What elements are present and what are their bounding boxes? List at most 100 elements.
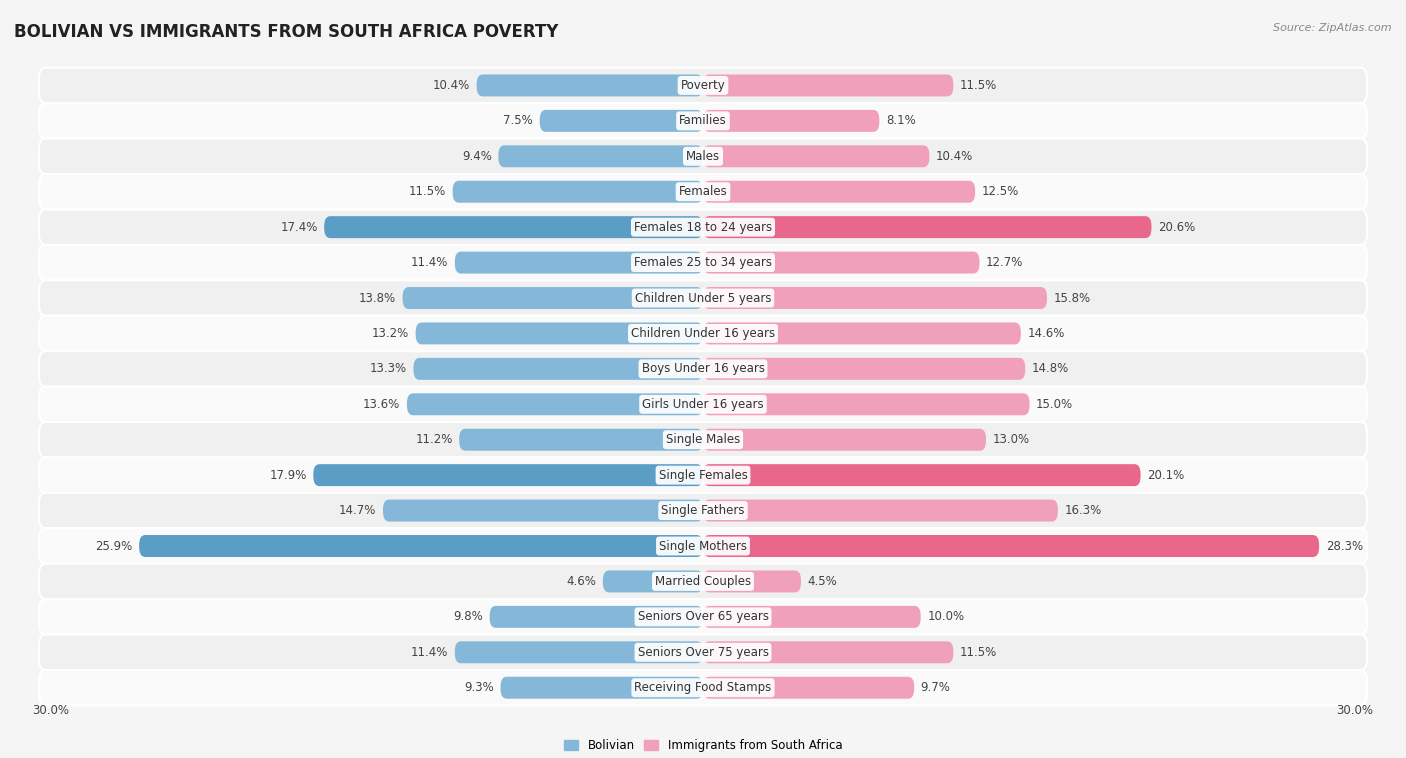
FancyBboxPatch shape <box>314 464 703 486</box>
FancyBboxPatch shape <box>382 500 703 522</box>
FancyBboxPatch shape <box>39 103 1367 139</box>
Text: Girls Under 16 years: Girls Under 16 years <box>643 398 763 411</box>
FancyBboxPatch shape <box>703 358 1025 380</box>
Text: Receiving Food Stamps: Receiving Food Stamps <box>634 681 772 694</box>
FancyBboxPatch shape <box>39 634 1367 670</box>
FancyBboxPatch shape <box>39 245 1367 280</box>
Text: 17.9%: 17.9% <box>270 468 307 481</box>
Text: 14.8%: 14.8% <box>1032 362 1069 375</box>
FancyBboxPatch shape <box>703 322 1021 344</box>
FancyBboxPatch shape <box>39 67 1367 103</box>
Text: 9.3%: 9.3% <box>464 681 494 694</box>
FancyBboxPatch shape <box>39 209 1367 245</box>
FancyBboxPatch shape <box>454 252 703 274</box>
Text: 12.5%: 12.5% <box>981 185 1019 199</box>
Text: 12.7%: 12.7% <box>986 256 1024 269</box>
FancyBboxPatch shape <box>703 677 914 699</box>
FancyBboxPatch shape <box>703 146 929 168</box>
FancyBboxPatch shape <box>703 571 801 593</box>
Text: Single Females: Single Females <box>658 468 748 481</box>
Text: Seniors Over 75 years: Seniors Over 75 years <box>637 646 769 659</box>
FancyBboxPatch shape <box>39 139 1367 174</box>
FancyBboxPatch shape <box>39 316 1367 351</box>
Text: Females: Females <box>679 185 727 199</box>
Text: 28.3%: 28.3% <box>1326 540 1362 553</box>
Text: 9.8%: 9.8% <box>453 610 484 623</box>
FancyBboxPatch shape <box>703 393 1029 415</box>
FancyBboxPatch shape <box>703 110 879 132</box>
Text: 11.5%: 11.5% <box>409 185 446 199</box>
Text: Males: Males <box>686 150 720 163</box>
FancyBboxPatch shape <box>39 564 1367 599</box>
Text: 11.5%: 11.5% <box>960 646 997 659</box>
Text: Children Under 16 years: Children Under 16 years <box>631 327 775 340</box>
Text: Seniors Over 65 years: Seniors Over 65 years <box>637 610 769 623</box>
FancyBboxPatch shape <box>703 74 953 96</box>
FancyBboxPatch shape <box>402 287 703 309</box>
Text: Single Fathers: Single Fathers <box>661 504 745 517</box>
Text: 13.8%: 13.8% <box>359 292 396 305</box>
FancyBboxPatch shape <box>501 677 703 699</box>
FancyBboxPatch shape <box>703 180 976 202</box>
Text: 11.5%: 11.5% <box>960 79 997 92</box>
Text: 13.3%: 13.3% <box>370 362 406 375</box>
FancyBboxPatch shape <box>703 464 1140 486</box>
Text: Single Males: Single Males <box>666 434 740 446</box>
Text: 4.5%: 4.5% <box>807 575 837 588</box>
FancyBboxPatch shape <box>498 146 703 168</box>
FancyBboxPatch shape <box>703 287 1047 309</box>
FancyBboxPatch shape <box>39 387 1367 422</box>
Text: BOLIVIAN VS IMMIGRANTS FROM SOUTH AFRICA POVERTY: BOLIVIAN VS IMMIGRANTS FROM SOUTH AFRICA… <box>14 23 558 41</box>
FancyBboxPatch shape <box>413 358 703 380</box>
FancyBboxPatch shape <box>703 429 986 451</box>
Text: Females 25 to 34 years: Females 25 to 34 years <box>634 256 772 269</box>
Text: 8.1%: 8.1% <box>886 114 915 127</box>
FancyBboxPatch shape <box>453 180 703 202</box>
Text: Females 18 to 24 years: Females 18 to 24 years <box>634 221 772 233</box>
FancyBboxPatch shape <box>416 322 703 344</box>
Text: Single Mothers: Single Mothers <box>659 540 747 553</box>
FancyBboxPatch shape <box>703 216 1152 238</box>
Text: Source: ZipAtlas.com: Source: ZipAtlas.com <box>1274 23 1392 33</box>
Text: 30.0%: 30.0% <box>32 704 69 717</box>
FancyBboxPatch shape <box>39 670 1367 706</box>
FancyBboxPatch shape <box>39 422 1367 457</box>
Text: 11.4%: 11.4% <box>411 646 449 659</box>
FancyBboxPatch shape <box>39 599 1367 634</box>
FancyBboxPatch shape <box>39 174 1367 209</box>
Legend: Bolivian, Immigrants from South Africa: Bolivian, Immigrants from South Africa <box>564 739 842 752</box>
FancyBboxPatch shape <box>39 528 1367 564</box>
FancyBboxPatch shape <box>489 606 703 628</box>
FancyBboxPatch shape <box>454 641 703 663</box>
Text: 14.7%: 14.7% <box>339 504 377 517</box>
FancyBboxPatch shape <box>39 457 1367 493</box>
FancyBboxPatch shape <box>406 393 703 415</box>
Text: 30.0%: 30.0% <box>1337 704 1374 717</box>
FancyBboxPatch shape <box>703 606 921 628</box>
Text: 10.0%: 10.0% <box>927 610 965 623</box>
Text: 11.4%: 11.4% <box>411 256 449 269</box>
Text: 25.9%: 25.9% <box>96 540 132 553</box>
FancyBboxPatch shape <box>325 216 703 238</box>
Text: Boys Under 16 years: Boys Under 16 years <box>641 362 765 375</box>
Text: Married Couples: Married Couples <box>655 575 751 588</box>
Text: Children Under 5 years: Children Under 5 years <box>634 292 772 305</box>
FancyBboxPatch shape <box>603 571 703 593</box>
FancyBboxPatch shape <box>39 493 1367 528</box>
Text: 16.3%: 16.3% <box>1064 504 1102 517</box>
Text: 10.4%: 10.4% <box>433 79 470 92</box>
Text: 15.0%: 15.0% <box>1036 398 1073 411</box>
Text: 10.4%: 10.4% <box>936 150 973 163</box>
FancyBboxPatch shape <box>703 641 953 663</box>
FancyBboxPatch shape <box>703 500 1057 522</box>
Text: 20.1%: 20.1% <box>1147 468 1184 481</box>
Text: 13.0%: 13.0% <box>993 434 1029 446</box>
FancyBboxPatch shape <box>39 351 1367 387</box>
Text: 4.6%: 4.6% <box>567 575 596 588</box>
FancyBboxPatch shape <box>703 252 980 274</box>
Text: 13.6%: 13.6% <box>363 398 401 411</box>
FancyBboxPatch shape <box>477 74 703 96</box>
FancyBboxPatch shape <box>703 535 1319 557</box>
Text: 17.4%: 17.4% <box>280 221 318 233</box>
FancyBboxPatch shape <box>39 280 1367 316</box>
